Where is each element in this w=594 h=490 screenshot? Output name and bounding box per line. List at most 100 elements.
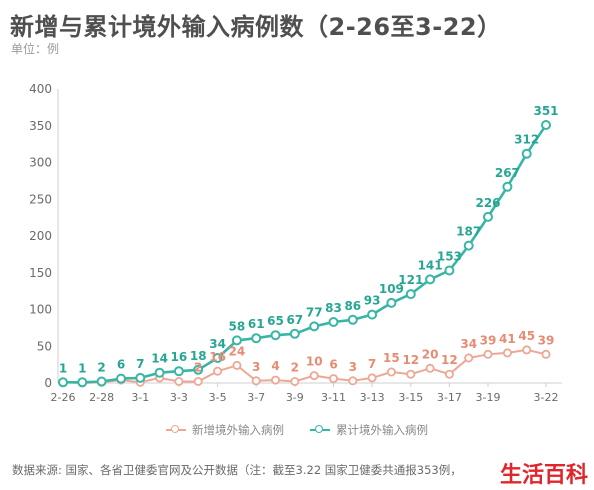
legend-swatch-new: [166, 425, 186, 435]
new-value-label: 3: [349, 360, 357, 374]
chart-unit-label: 单位：例: [11, 42, 60, 56]
chart-legend: 新增境外输入病例 累计境外输入病例: [0, 422, 594, 438]
x-tick-label: 3-22: [534, 391, 559, 404]
cumulative-data-point: [116, 373, 126, 384]
cumulative-value-label: 14: [151, 352, 168, 366]
new-value-label: 12: [441, 353, 458, 367]
new-value-label: 3: [252, 360, 260, 374]
y-tick-label: 50: [37, 339, 52, 353]
legend-item-new: 新增境外输入病例: [166, 422, 284, 438]
cumulative-value-label: 86: [344, 299, 361, 313]
cumulative-data-point: [173, 366, 184, 377]
cumulative-series: [58, 120, 551, 388]
cumulative-value-label: 93: [364, 294, 381, 308]
new-value-label: 2: [291, 361, 299, 375]
new-data-point: [270, 375, 280, 385]
cumulative-data-point: [502, 181, 513, 192]
x-tick-label: 3-1: [131, 391, 149, 404]
new-data-point: [522, 345, 532, 355]
new-value-label: 12: [402, 353, 419, 367]
cumulative-data-point: [444, 265, 455, 276]
y-tick-label: 200: [29, 229, 52, 243]
cumulative-data-point: [96, 376, 107, 387]
cumulative-data-point: [154, 367, 165, 378]
cumulative-value-label: 6: [117, 358, 125, 372]
cumulative-data-point: [231, 335, 242, 346]
cumulative-data-point: [270, 330, 281, 341]
new-series: [58, 345, 551, 388]
cumulative-data-point: [193, 364, 204, 375]
y-axis: 0 50 100 150 200 250 300 350 400: [29, 82, 59, 390]
series-marks: [58, 120, 551, 388]
new-value-label: 39: [538, 333, 555, 347]
new-data-point: [290, 376, 300, 386]
new-data-point: [328, 374, 338, 384]
y-tick-label: 100: [29, 303, 52, 317]
new-value-label: 20: [422, 347, 439, 361]
new-data-point: [502, 348, 512, 358]
cumulative-value-label: 226: [475, 196, 500, 210]
cumulative-data-point: [347, 314, 358, 325]
cumulative-value-label: 187: [456, 225, 481, 239]
new-data-point: [251, 376, 261, 386]
legend-item-cumulative: 累计境外输入病例: [310, 422, 428, 438]
y-tick-label: 0: [44, 376, 52, 390]
x-axis: 2-26 2-28 3-1 3-3 3-5 3-7 3-9 3-11 3-13 3-15 3-17 3…: [51, 382, 562, 404]
new-data-point: [309, 371, 319, 381]
y-tick-label: 300: [29, 156, 52, 170]
cumulative-data-point: [309, 321, 320, 332]
cumulative-value-label: 351: [533, 104, 558, 118]
cumulative-data-point: [483, 211, 493, 222]
new-data-point: [464, 353, 474, 363]
cumulative-value-label: 141: [418, 258, 443, 272]
cumulative-value-label: 65: [267, 314, 284, 328]
y-tick-label: 250: [29, 192, 52, 206]
cumulative-value-label: 1: [78, 361, 86, 375]
cumulative-data-point: [135, 372, 146, 383]
new-value-label: 7: [368, 357, 376, 371]
cumulative-data-point: [212, 353, 223, 363]
x-tick-label: 3-17: [437, 391, 462, 404]
x-tick-label: 3-3: [170, 391, 188, 404]
new-data-point: [213, 366, 223, 376]
cumulative-value-label: 312: [514, 133, 539, 147]
cumulative-value-label: 83: [325, 301, 342, 315]
new-value-label: 6: [329, 358, 337, 372]
cumulative-data-point: [289, 328, 300, 339]
cumulative-value-label: 67: [286, 313, 303, 327]
cumulative-value-label: 61: [248, 317, 265, 331]
cumulative-data-point: [58, 377, 68, 388]
y-tick-label: 400: [29, 82, 52, 96]
new-value-label: 10: [306, 355, 323, 369]
cumulative-value-label: 58: [229, 319, 246, 333]
cumulative-data-point: [521, 148, 532, 159]
cumulative-value-label: 34: [209, 337, 226, 351]
cumulative-value-label: 121: [398, 273, 423, 287]
x-tick-label: 3-13: [360, 391, 385, 404]
y-tick-label: 350: [29, 119, 52, 133]
new-data-point: [386, 367, 396, 377]
new-data-point: [541, 349, 551, 359]
y-tick-label: 150: [29, 266, 52, 280]
cumulative-data-point: [425, 274, 436, 285]
x-tick-labels: 2-26 2-28 3-1 3-3 3-5 3-7 3-9 3-11 3-13 3-15 3-17 3…: [51, 383, 559, 404]
new-value-label: 41: [499, 332, 516, 346]
x-tick-label: 3-9: [286, 391, 304, 404]
chart-title: 新增与累计境外输入病例数（2-26至3-22）: [10, 13, 502, 41]
x-tick-label: 2-26: [51, 391, 76, 404]
source-note: 数据来源: 国家、各省卫健委官网及公开数据（注：截至3.22 国家卫健委共通报3…: [12, 463, 462, 477]
new-data-point: [232, 360, 242, 370]
cumulative-value-label: 77: [306, 305, 323, 319]
x-tick-label: 3-19: [476, 391, 501, 404]
new-value-label: 4: [271, 359, 279, 373]
cumulative-data-point: [328, 317, 339, 327]
new-data-point: [193, 376, 203, 386]
x-tick-label: 3-15: [398, 391, 423, 404]
legend-label-new: 新增境外输入病例: [192, 423, 284, 437]
cumulative-value-label: 109: [379, 282, 404, 296]
cumulative-data-point: [405, 289, 416, 300]
x-tick-label: 2-28: [89, 391, 114, 404]
